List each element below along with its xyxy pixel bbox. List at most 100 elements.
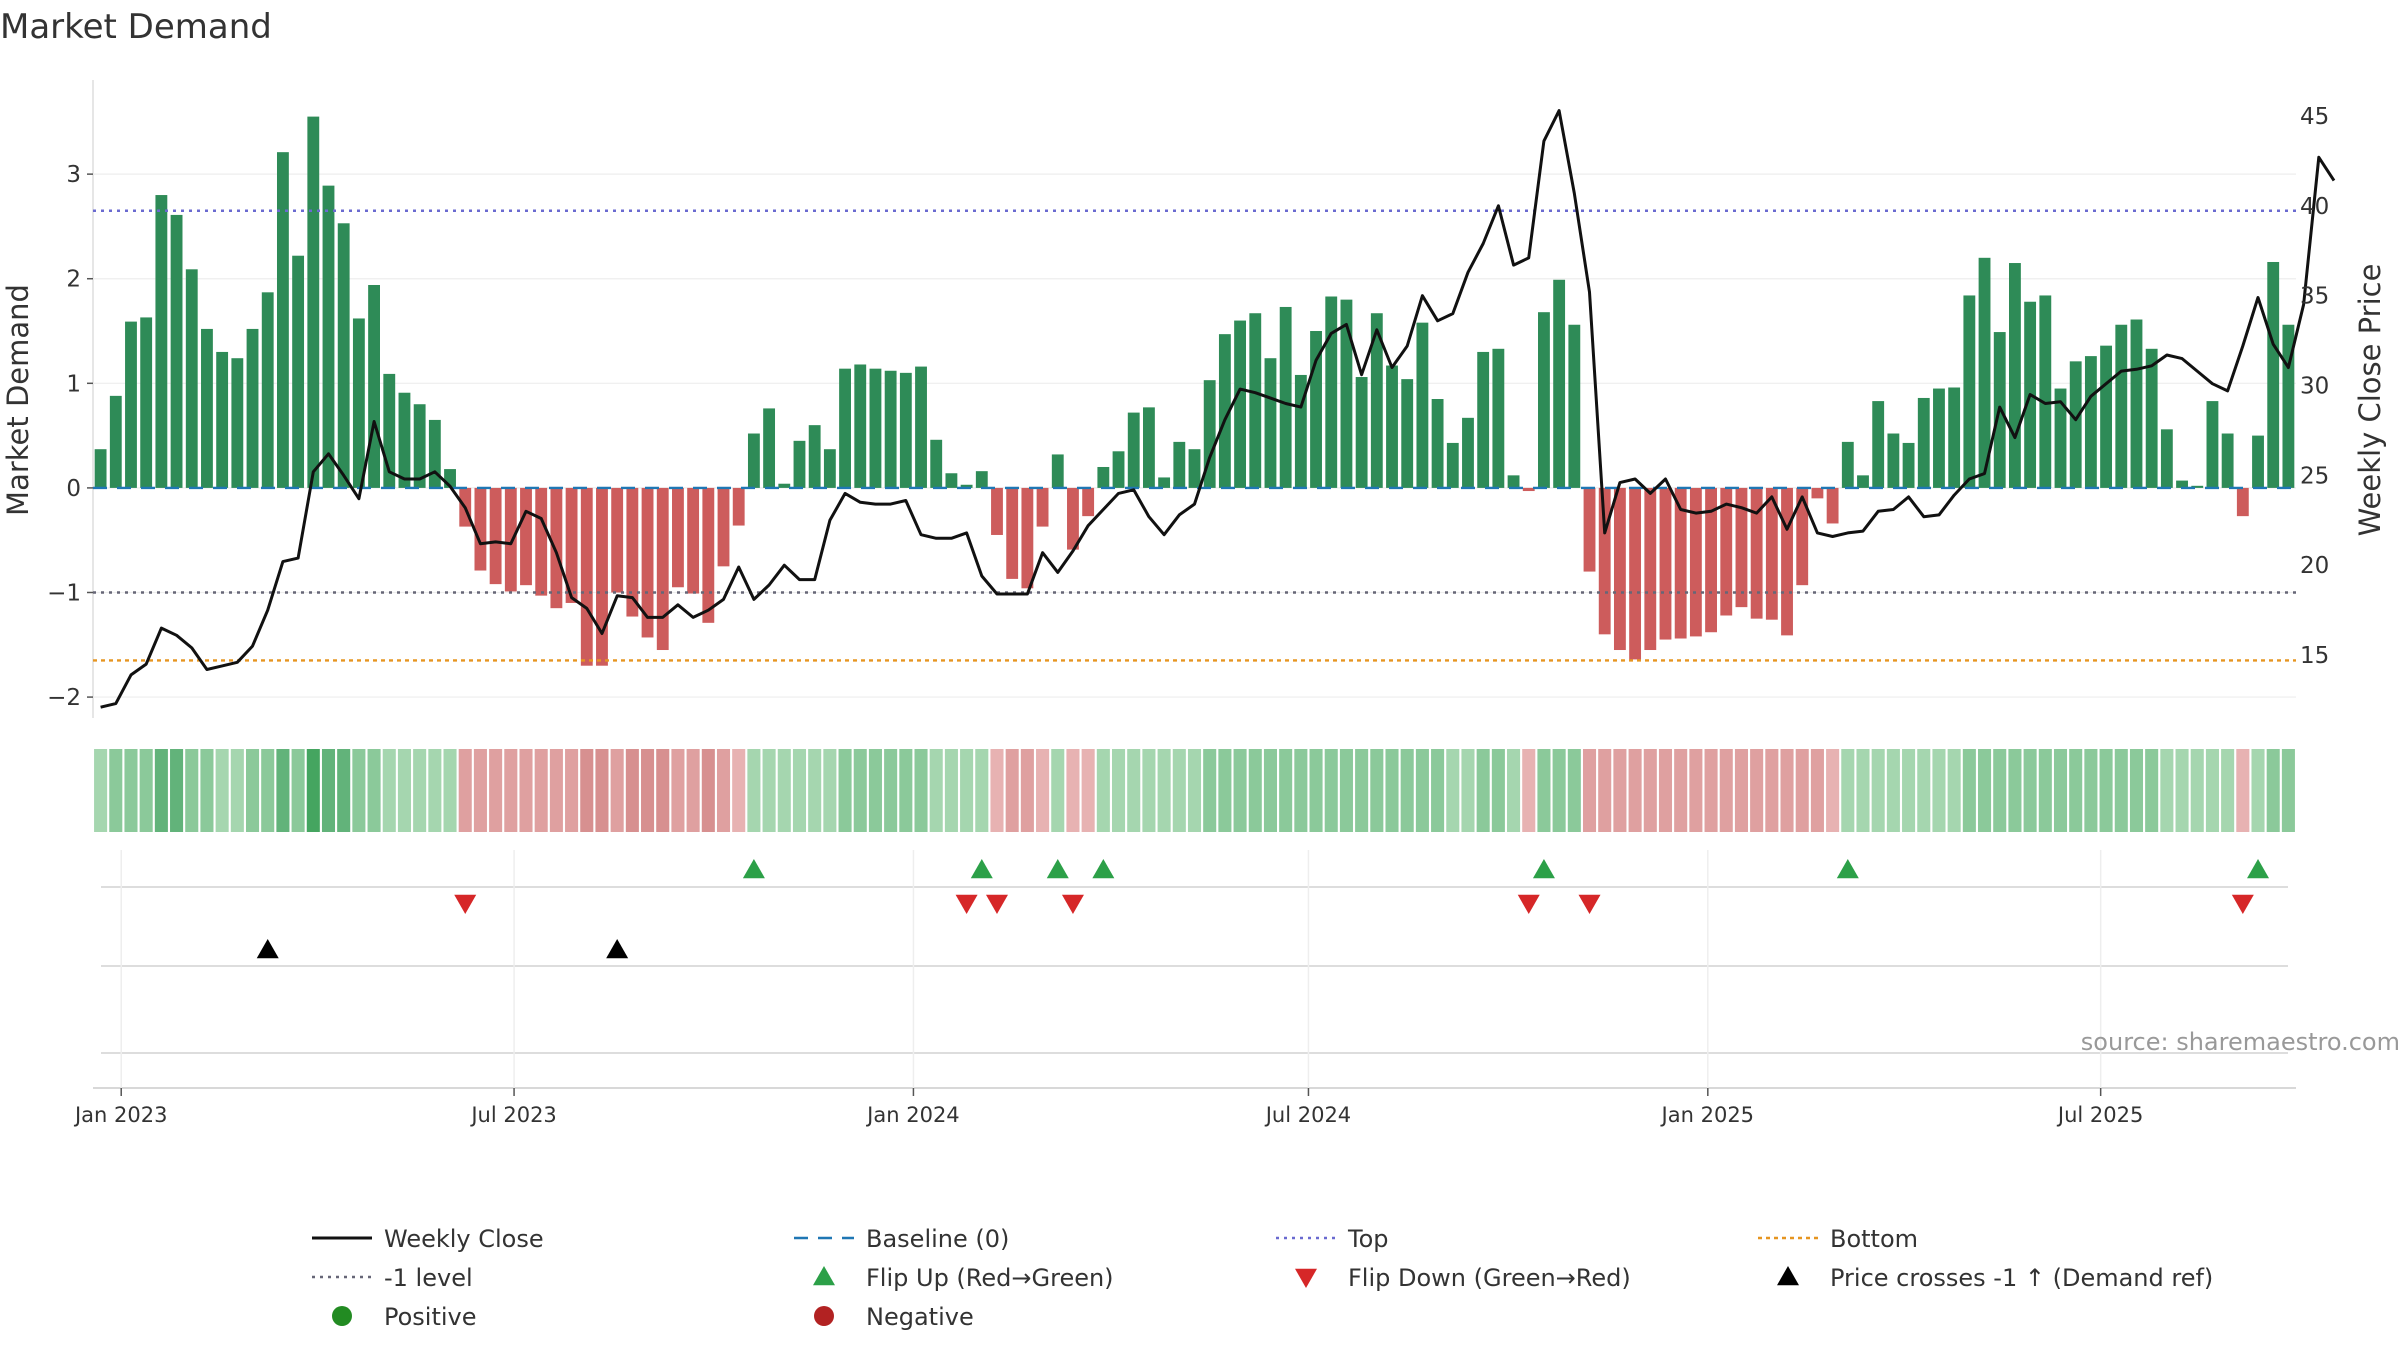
strip-cell [185,749,199,832]
demand-bar-negative [641,487,654,638]
legend-label: Negative [866,1303,974,1331]
strip-cell [245,749,260,832]
strip-cell [1415,749,1429,832]
strip-cell [124,749,138,832]
demand-bar-positive [2145,348,2158,488]
flip-up-marker [742,859,765,879]
strip-cell [337,749,351,832]
legend-label: Weekly Close [384,1225,544,1253]
demand-bar-positive [352,318,365,488]
strip-cell [1826,749,1840,832]
demand-bar-positive [155,195,168,488]
demand-bar-positive [1188,449,1201,488]
demand-bar-positive [869,368,882,488]
strip-cell [306,749,320,832]
demand-bar-positive [2100,345,2113,488]
demand-bar-negative [1082,487,1095,517]
demand-bar-positive [945,473,958,488]
strip-cell [504,749,518,832]
flip-down-marker [955,894,978,914]
demand-bar-positive [2221,433,2234,488]
demand-bar-negative [1006,487,1019,579]
demand-bar-positive [2267,261,2280,488]
strip-cell [1567,749,1581,832]
demand-bar-negative [732,487,745,526]
demand-bar-negative [1659,487,1672,640]
demand-bar-positive [1234,320,1247,488]
strip-cell [473,749,487,832]
strip-cell [2129,749,2144,832]
demand-bar-positive [1218,334,1231,488]
demand-bar-positive [2252,435,2264,488]
strip-cell [1658,749,1673,832]
legend-label: Bottom [1830,1225,1918,1253]
strip-cell [276,749,290,832]
demand-bar-positive [2009,263,2021,488]
legend-label: Flip Up (Red→Green) [866,1264,1114,1292]
strip-cell [2236,749,2250,832]
strip-cell [443,749,457,832]
demand-bar-negative [1583,487,1596,572]
demand-bar-negative [535,487,548,596]
strip-cell [200,749,214,832]
strip-cell [884,749,898,832]
demand-bar-positive [1112,451,1125,488]
demand-bar-positive [2039,295,2052,488]
demand-bar-positive [231,358,244,488]
demand-bar-positive [884,370,897,488]
legend-label: Baseline (0) [866,1225,1009,1253]
strip-cell [641,749,655,832]
strip-cell [1142,749,1156,832]
demand-bar-positive [1325,296,1338,488]
strip-cell [2251,749,2265,832]
legend: Weekly Close Baseline (0) Top Bottom -1 leve… [312,1225,2213,1331]
demand-bar-positive [1355,377,1368,488]
demand-bar-positive [1401,379,1414,488]
demand-bar-positive [793,440,806,488]
demand-bar-positive [216,351,229,488]
demand-bar-positive [201,328,213,488]
strip-cell [1962,749,1976,832]
strip-cell [230,749,244,832]
demand-bar-positive [1127,412,1140,488]
flip-up-marker [970,859,993,879]
strip-cell [2145,749,2159,832]
strip-cell [1507,749,1521,832]
right-tick-label: 30 [2300,374,2329,400]
strip-cell [1036,749,1050,832]
strip-cell [549,749,563,832]
strip-cell [1613,749,1627,832]
x-tick-label: Jan 2024 [865,1103,960,1127]
demand-bar-positive [1841,441,1854,488]
strip-cell [1537,749,1551,832]
demand-bar-positive [808,425,821,488]
demand-bar-positive [1051,454,1064,488]
source-label: source: sharemaestro.com [2081,1028,2400,1056]
strip-cell [1476,749,1490,832]
strip-cell [1020,749,1034,832]
left-tick-label: 3 [66,162,81,188]
demand-bar-positive [1887,433,1900,488]
strip-cell [823,749,837,832]
demand-bar-positive [1477,351,1490,488]
demand-bar-positive [1948,387,1961,488]
strip-cell [1005,749,1019,832]
demand-bar-negative [1522,487,1535,492]
strip-cell [868,749,882,832]
x-tick-label: Jul 2024 [1264,1103,1351,1127]
x-axis: Jan 2023 Jul 2023 Jan 2024 Jul 2024 Jan 2025… [73,850,2296,1127]
strip-cell [565,749,579,832]
demand-bar-negative [611,487,624,593]
legend-symbol-flip-down [1295,1268,1317,1288]
demand-bar-positive [1872,401,1885,488]
flip-down-marker [454,894,477,914]
strip-cell [1902,749,1916,832]
strip-cell [352,749,366,832]
demand-bar-positive [778,483,791,488]
strip-cell [2038,749,2052,832]
strip-cell [1385,749,1399,832]
strip-cell [914,749,928,832]
demand-bar-negative [717,487,730,567]
strip-cell [2099,749,2113,832]
